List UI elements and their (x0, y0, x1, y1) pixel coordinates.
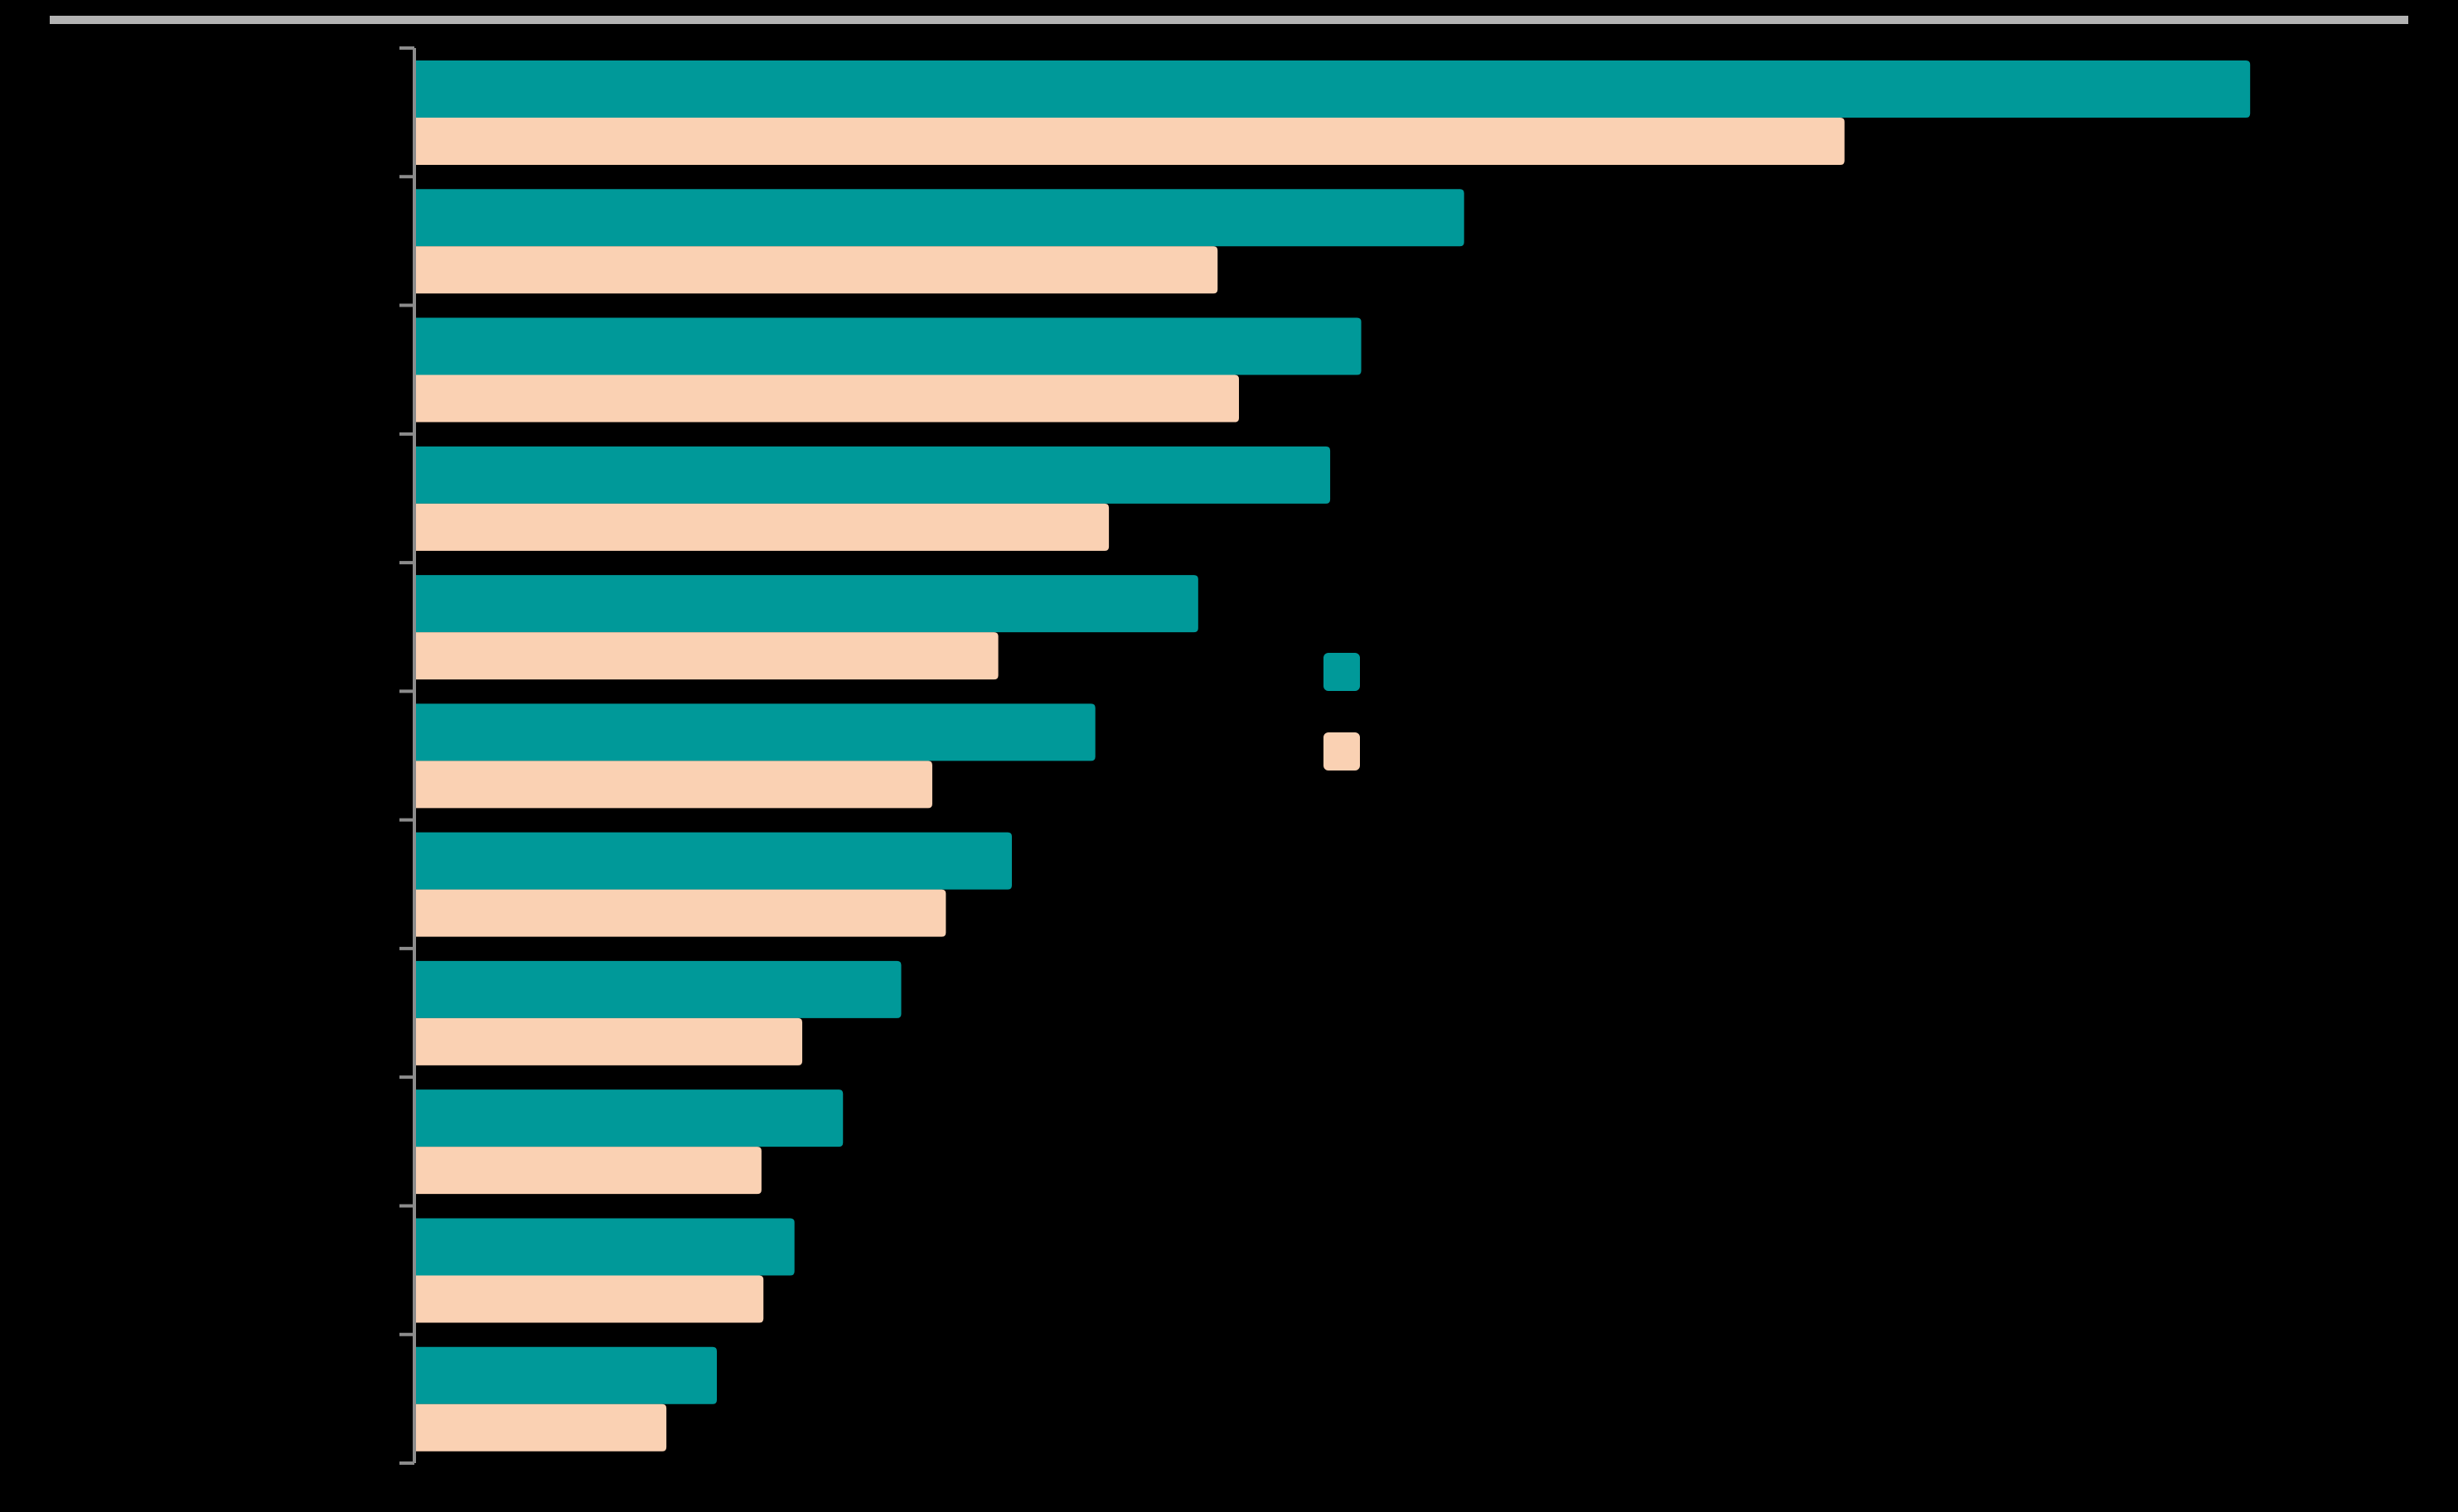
bar-series-2-category-6 (416, 761, 932, 809)
bar-series-1-category-8 (416, 960, 902, 1018)
legend-swatch-series-2 (1323, 732, 1360, 770)
bar-series-2-category-9 (416, 1147, 762, 1195)
bar-series-1-category-1 (416, 60, 2251, 118)
bar-series-2-category-4 (416, 503, 1110, 551)
bar-series-2-category-7 (416, 889, 946, 937)
bar-series-1-category-11 (416, 1346, 718, 1404)
bar-series-2-category-5 (416, 632, 999, 680)
bars-layer (416, 60, 2251, 1452)
bar-series-2-category-11 (416, 1403, 667, 1452)
bar-series-1-category-2 (416, 189, 1464, 247)
bar-series-2-category-2 (416, 246, 1218, 294)
bar-series-1-category-6 (416, 703, 1096, 761)
bar-series-1-category-4 (416, 446, 1331, 504)
bar-series-1-category-10 (416, 1218, 795, 1276)
legend (1323, 653, 1360, 770)
bar-series-1-category-7 (416, 832, 1012, 890)
y-axis-ticks (399, 46, 414, 1465)
bar-series-1-category-5 (416, 575, 1198, 633)
bar-series-1-category-9 (416, 1089, 844, 1147)
bar-series-2-category-10 (416, 1275, 764, 1323)
bar-series-2-category-8 (416, 1017, 803, 1065)
bar-series-2-category-1 (416, 118, 1845, 165)
legend-swatch-series-1 (1323, 653, 1360, 691)
bar-series-2-category-3 (416, 374, 1240, 423)
bar-series-1-category-3 (416, 317, 1362, 375)
